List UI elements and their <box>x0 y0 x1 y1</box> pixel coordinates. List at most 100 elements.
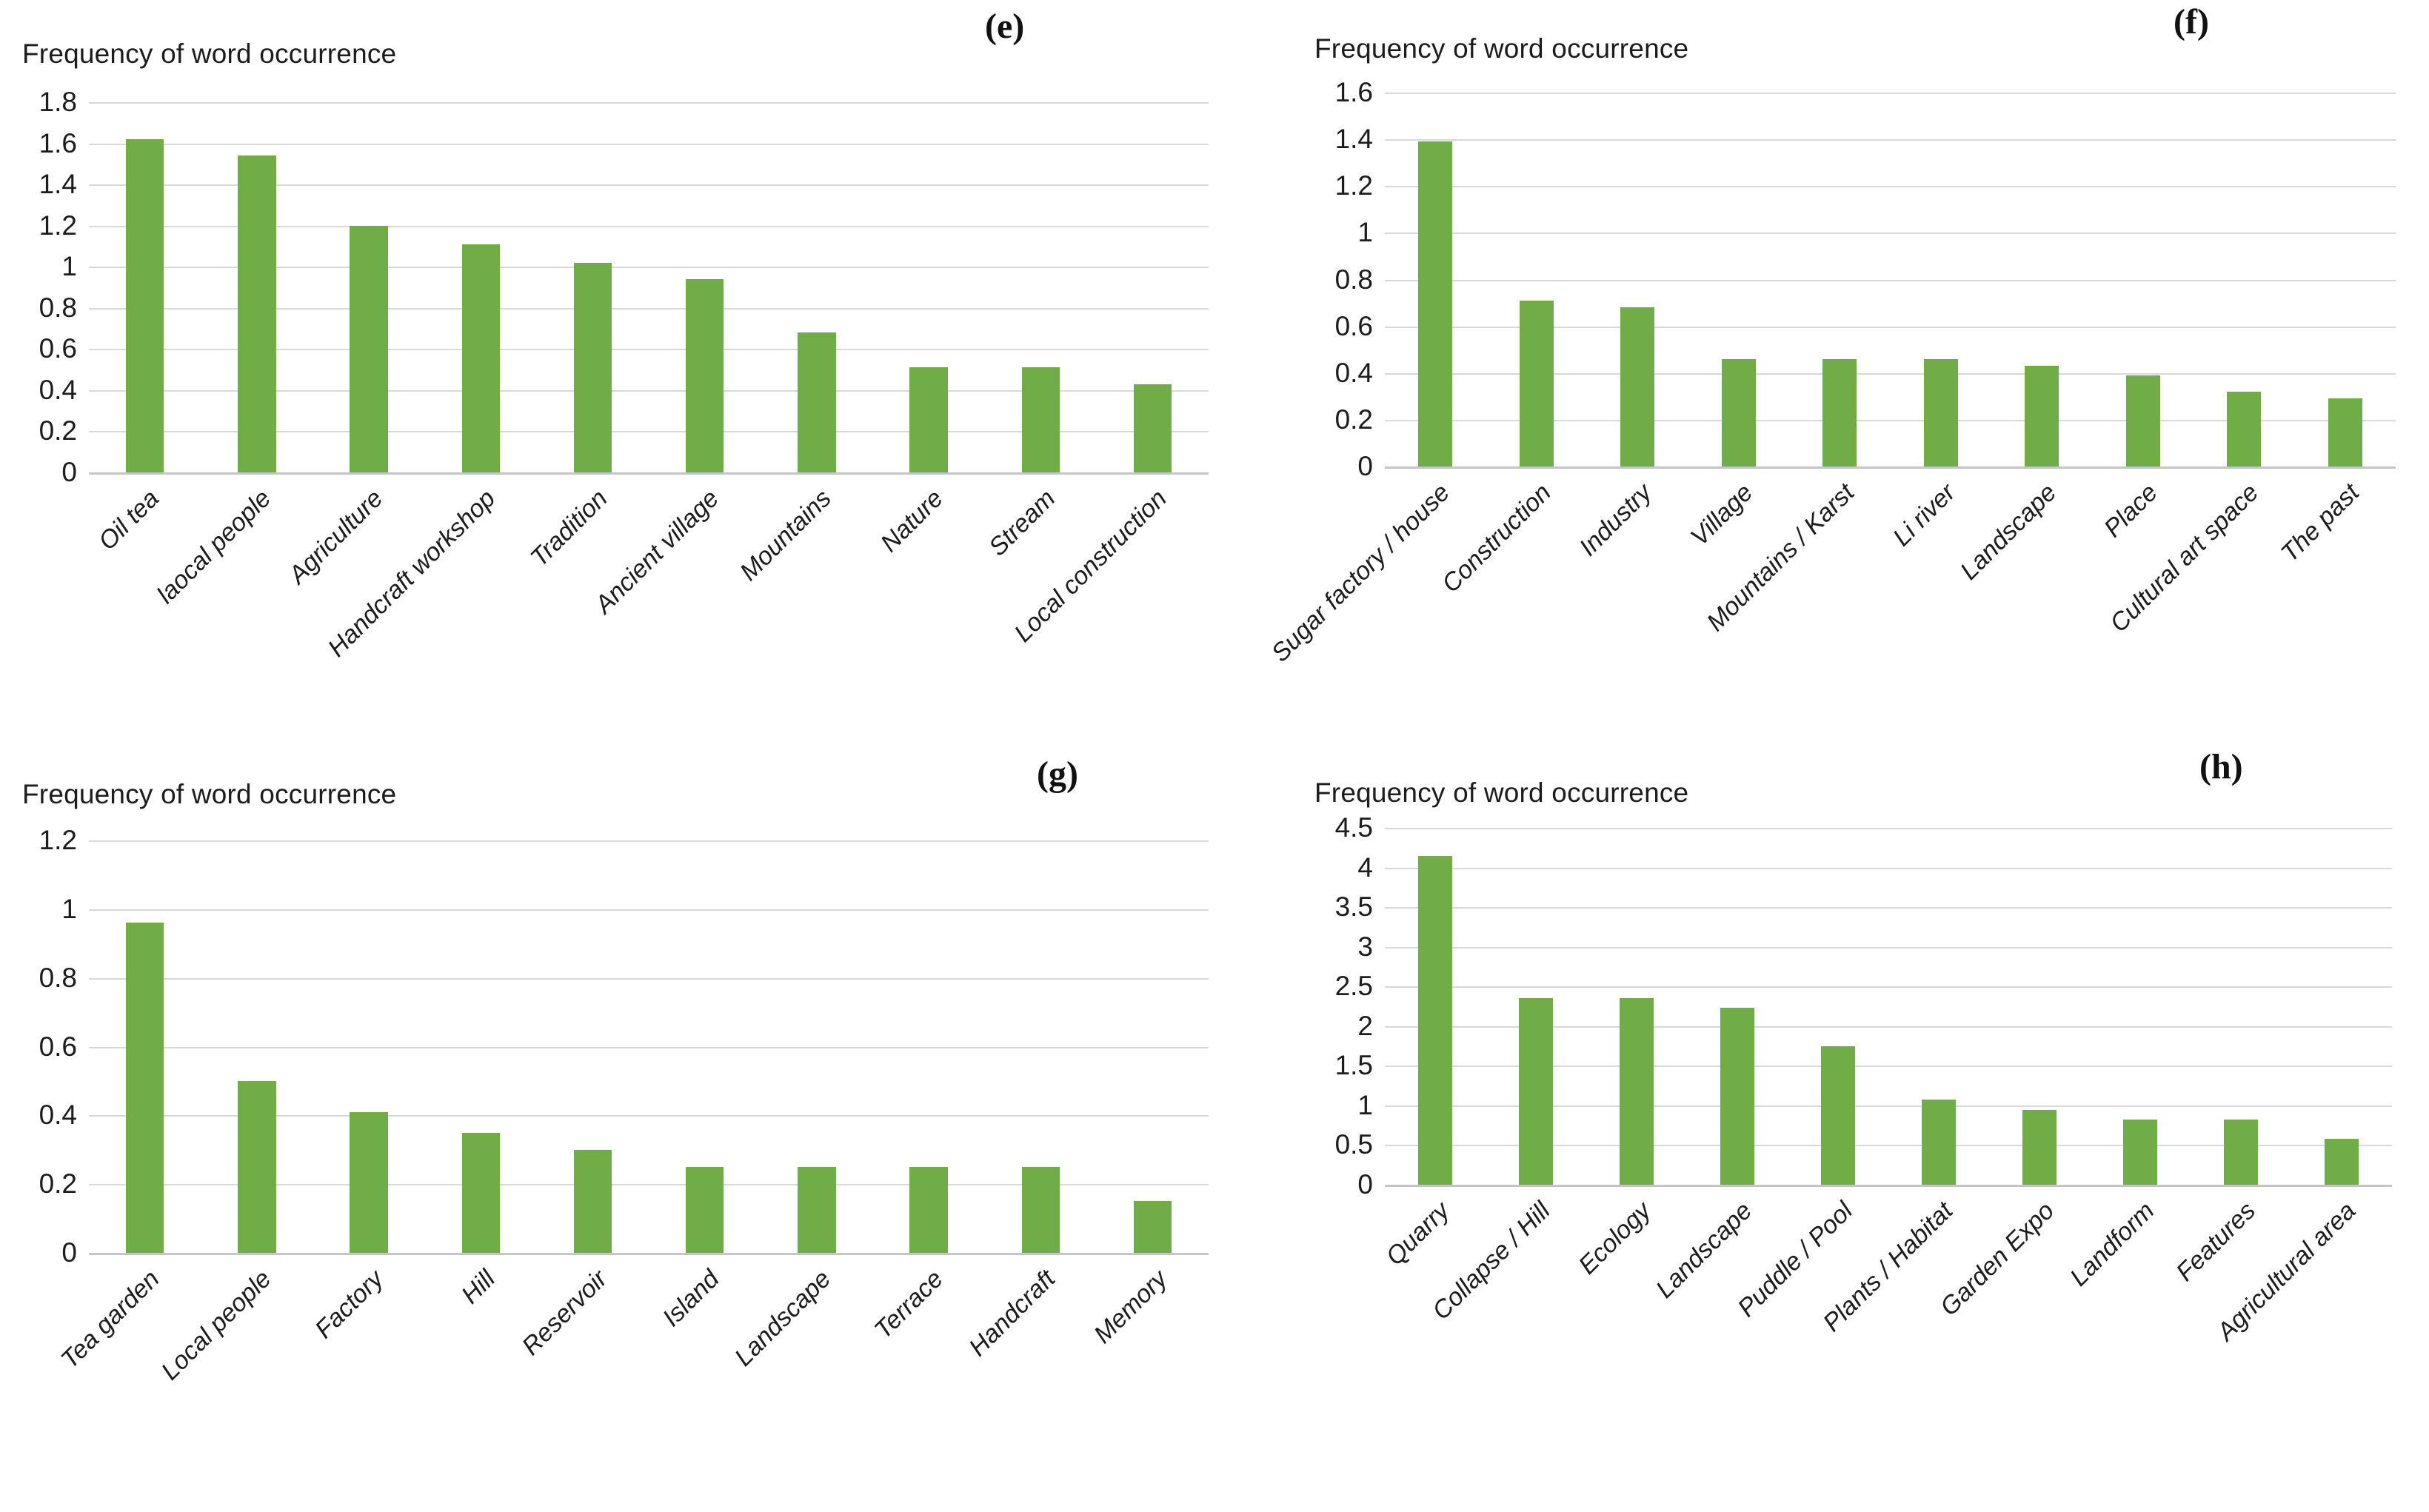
chart-panel-h: (h) Frequency of word occurrence 0 0.5 1 1.… <box>1214 740 2429 1454</box>
bar-slot <box>425 102 537 472</box>
panel-letter: (f) <box>2174 2 2209 41</box>
y-tick-label: 0.2 <box>1334 404 1373 435</box>
x-category-label: Tradition <box>524 484 613 572</box>
bar <box>125 923 164 1253</box>
gridline <box>89 389 1209 392</box>
bar <box>685 1166 724 1253</box>
bar <box>2324 1138 2359 1185</box>
chart-title: Frequency of word occurrence <box>1314 33 1689 64</box>
x-category-label: Reservoir <box>516 1265 613 1361</box>
y-tick-label: 3 <box>1357 931 1373 962</box>
x-category-label: Local construction <box>1009 484 1173 648</box>
bars <box>1385 93 2396 466</box>
chart-panel-f: (f) Frequency of word occurrence 0 0.2 0.4… <box>1214 0 2429 740</box>
x-labels: Tea garden Local people Factory Hill Reservo… <box>56 1253 1209 1512</box>
bar <box>1021 367 1060 472</box>
gridline <box>1385 186 2396 188</box>
y-tick-label: 0.8 <box>39 292 77 323</box>
y-tick-label: 2.5 <box>1334 971 1373 1002</box>
x-category-label: Agricultural area <box>2211 1197 2362 1346</box>
x-axis-line <box>89 1253 1209 1255</box>
bar-slot <box>1687 828 1788 1185</box>
bar-slot <box>1789 93 1891 466</box>
x-category-label: Cultural art space <box>2104 478 2265 638</box>
x-category-label: Nature <box>875 484 949 558</box>
x-category-label: Factory <box>309 1265 389 1345</box>
x-category-label: Ecology <box>1573 1197 1657 1280</box>
y-tick-label: 1.4 <box>39 169 77 200</box>
y-tick-label: 1 <box>61 893 77 924</box>
y-tick-label: 0 <box>61 457 77 487</box>
gridline <box>89 267 1209 269</box>
x-category-label: Landscape <box>1650 1197 1757 1304</box>
y-tick-label: 0.2 <box>39 415 77 446</box>
bar <box>2223 1120 2259 1185</box>
y-tick-label: 1.6 <box>39 127 77 158</box>
y-tick-label: 0 <box>61 1237 77 1268</box>
bar <box>1820 1046 1856 1185</box>
gridline <box>89 102 1209 104</box>
y-tick-label: 1.2 <box>39 825 77 855</box>
y-tick-label: 0.4 <box>39 374 77 405</box>
bar-slot <box>2295 93 2396 466</box>
x-category-label: Puddle / Pool <box>1731 1197 1858 1322</box>
bar <box>1620 307 1655 466</box>
x-category-label: Mountains <box>734 484 837 586</box>
bar <box>1417 855 1453 1185</box>
panel-letter: (h) <box>2199 747 2243 786</box>
y-tick-label: 4.5 <box>1334 812 1373 843</box>
gridline <box>1385 1026 2392 1028</box>
bar <box>461 1132 500 1253</box>
bar <box>2122 1120 2158 1185</box>
gridline <box>1385 419 2396 421</box>
bar-slot <box>1991 93 2093 466</box>
y-tick-label: 0.6 <box>1334 310 1373 341</box>
x-axis-line <box>1385 466 2396 469</box>
y-tick-label: 1 <box>1357 1089 1373 1120</box>
gridline <box>1385 139 2396 141</box>
bars <box>1385 828 2392 1185</box>
bar <box>1619 998 1654 1185</box>
gridline <box>1385 867 2392 869</box>
x-category-label: The past <box>2276 478 2365 568</box>
bar-slot <box>1891 93 1992 466</box>
bar-slot <box>761 102 872 472</box>
chart-title: Frequency of word occurrence <box>22 779 397 809</box>
x-category-label: Sugar factory / house <box>1266 478 1456 668</box>
x-labels: Oil tea laocal people Agriculture Handcraft… <box>89 472 1209 732</box>
gridline <box>89 349 1209 351</box>
bar <box>2025 366 2059 466</box>
y-tick-label: 0.2 <box>39 1168 77 1200</box>
bar-slot <box>1788 828 1888 1185</box>
bar <box>2328 398 2362 466</box>
gridlines <box>1385 93 2396 469</box>
bar <box>2227 392 2262 466</box>
y-tick-label: 1.6 <box>1334 77 1373 107</box>
bar-slot <box>2291 828 2392 1185</box>
bar-slot <box>761 840 872 1253</box>
bar-slot <box>1486 93 1588 466</box>
bar <box>2125 375 2160 466</box>
bar-slot <box>2090 828 2191 1185</box>
y-axis: 0 0.2 0.4 0.6 0.8 1 1.2 1.4 1.6 1.8 <box>0 87 77 487</box>
y-tick-label: 4 <box>1357 852 1373 883</box>
x-category-label: Landscape <box>1954 478 2062 586</box>
bar-slot <box>313 840 424 1253</box>
bar-slot <box>985 102 1097 472</box>
plot-area: 0 0.2 0.4 0.6 0.8 1 1.2 1.4 1.6 1.8 Oil tea laocal… <box>39 87 1209 663</box>
x-axis-line <box>1385 1185 2392 1187</box>
gridline <box>89 307 1209 310</box>
gridline <box>1385 946 2392 949</box>
bar-slot <box>1688 93 1790 466</box>
x-category-label: Place <box>2098 478 2163 543</box>
chart-title: Frequency of word occurrence <box>22 39 397 69</box>
y-tick-label: 0.8 <box>1334 264 1373 295</box>
gridline <box>1385 1066 2392 1068</box>
bar-slot <box>872 102 984 472</box>
y-tick-label: 3.5 <box>1334 892 1373 923</box>
panel-letter: (g) <box>1037 755 1078 794</box>
x-category-label: Handcraft <box>963 1265 1061 1362</box>
bar <box>2022 1110 2057 1185</box>
gridline <box>89 909 1209 911</box>
bar <box>1021 1166 1060 1253</box>
